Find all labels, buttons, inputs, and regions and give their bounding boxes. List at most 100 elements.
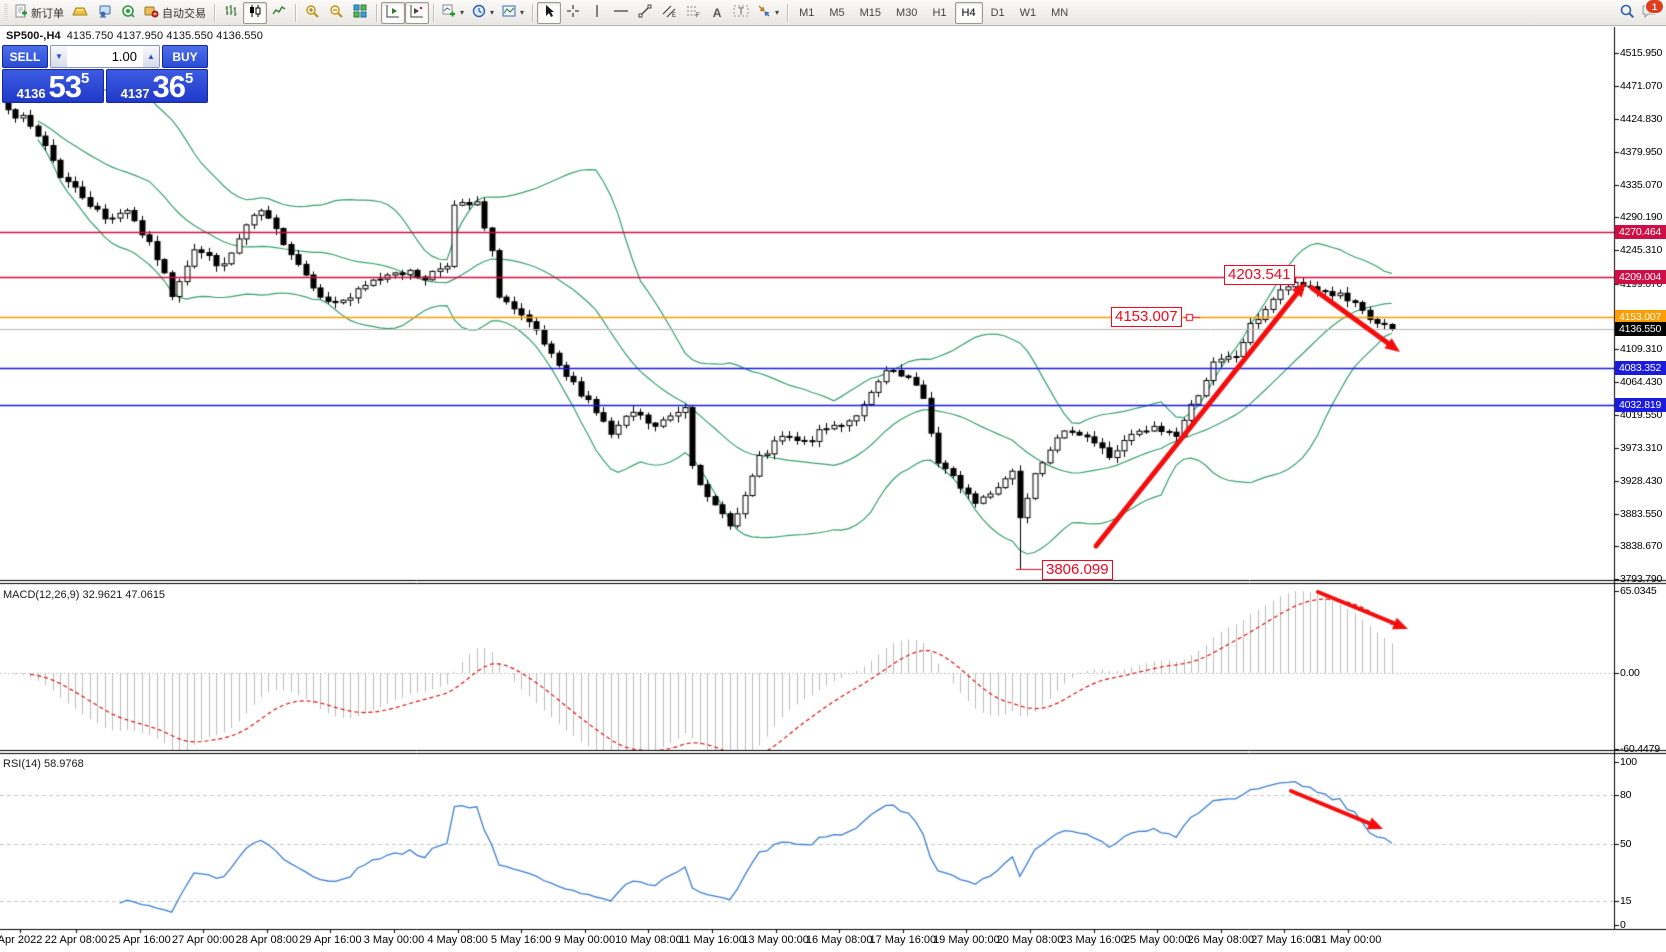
chevron-down-icon: ▾: [775, 8, 780, 17]
arrows-tool-button[interactable]: ▾: [753, 2, 783, 24]
bar-chart-mode-button[interactable]: [219, 2, 243, 24]
gold-ingot-icon: [72, 4, 88, 21]
buy-button[interactable]: BUY: [162, 45, 208, 68]
rsi-tick-label: 15: [1620, 894, 1632, 907]
volume-increase-button[interactable]: ▲: [143, 46, 159, 67]
timeframe-button-m5[interactable]: M5: [829, 6, 845, 19]
sell-button[interactable]: SELL: [2, 45, 48, 68]
broadcast-button[interactable]: [116, 2, 140, 24]
auto-scroll-button[interactable]: [381, 1, 405, 24]
candlestick-mode-button[interactable]: [243, 1, 267, 24]
horizontal-line-tool-button[interactable]: [609, 2, 633, 24]
text-icon: A: [712, 5, 722, 20]
time-axis-label: 22 Apr 08:00: [44, 934, 108, 946]
client-terminal-button[interactable]: [92, 2, 116, 24]
price-tick-label: 4471.070: [1620, 79, 1663, 92]
trendline-tool-button[interactable]: [633, 2, 657, 24]
time-axis-label: 27 Apr 00:00: [171, 934, 235, 946]
gold-symbol-button[interactable]: [68, 2, 92, 24]
horizontal-line-icon: [613, 4, 629, 21]
price-tick-label: 4379.950: [1620, 146, 1663, 159]
price-annotation-flag[interactable]: 4153.007: [1111, 307, 1182, 327]
price-level-badge: 4032.819: [1615, 397, 1666, 412]
zoom-out-button[interactable]: [324, 2, 348, 24]
cursor-tool-button[interactable]: [537, 1, 562, 24]
volume-control: ▼ ▲: [50, 45, 160, 68]
timeframe-group: M1 M5 M15 M30 H1 H4 D1 W1 MN: [792, 1, 1075, 24]
fibonacci-tool-button[interactable]: F: [681, 2, 705, 24]
price-tick-label: 3838.670: [1620, 540, 1663, 553]
macd-tick-label: 65.0345: [1620, 585, 1657, 597]
chevron-down-icon: ▾: [460, 8, 465, 17]
add-indicator-button[interactable]: ▾: [438, 2, 468, 24]
time-axis-label: 19 May 00:00: [933, 934, 1000, 946]
toolbar-grip[interactable]: [4, 3, 8, 22]
auto-trading-button[interactable]: 自动交易: [140, 2, 210, 24]
clock-icon: [472, 4, 486, 21]
time-axis-label: 3 May 00:00: [363, 934, 425, 946]
volume-decrease-button[interactable]: ▼: [51, 46, 67, 67]
line-chart-mode-button[interactable]: [267, 2, 291, 24]
time-axis-label: Apr 2022: [0, 934, 43, 946]
crosshair-tool-button[interactable]: [561, 2, 585, 24]
auto-trading-label: 自动交易: [162, 7, 206, 20]
time-axis-label: 13 May 00:00: [742, 934, 809, 946]
timeframe-button-m15[interactable]: M15: [859, 6, 882, 19]
timeframe-button-h4[interactable]: H4: [954, 1, 983, 24]
buy-price-display[interactable]: 4137 36 5: [106, 69, 208, 103]
timeframe-button-m30[interactable]: M30: [896, 6, 918, 19]
sell-price-fraction: 5: [81, 70, 90, 87]
toolbar-right-group: 1: [1619, 0, 1664, 22]
time-axis-label: 23 May 16:00: [1060, 934, 1127, 946]
chart-ohlc-header: SP500-,H4 4135.750 4137.950 4135.550 4136…: [6, 30, 263, 42]
time-axis-label: 28 Apr 08:00: [235, 934, 298, 946]
time-axis-label: 27 May 16:00: [1251, 934, 1318, 946]
timeframe-button-w1[interactable]: W1: [1019, 6, 1037, 19]
crosshair-icon: [566, 4, 580, 21]
price-tick-label: 3973.310: [1620, 442, 1663, 455]
auto-trading-icon: [144, 4, 159, 21]
chat-button[interactable]: 1: [1641, 0, 1664, 22]
timeframe-button-h1[interactable]: H1: [932, 6, 947, 19]
volume-input[interactable]: [67, 46, 143, 67]
add-indicator-icon: [442, 4, 456, 21]
zoom-in-button[interactable]: [300, 2, 324, 24]
vertical-line-tool-button[interactable]: [585, 2, 609, 24]
time-axis-label: 17 May 16:00: [869, 934, 937, 946]
time-axis-label: 31 May 00:00: [1314, 934, 1382, 946]
price-tick-label: 4290.190: [1620, 211, 1663, 224]
rsi-indicator-label: RSI(14) 58.9768: [3, 758, 84, 770]
time-axis-label: 11 May 16:00: [679, 934, 745, 946]
text-label-tool-button[interactable]: T: [729, 2, 753, 24]
period-button[interactable]: ▾: [468, 2, 498, 24]
headset-icon: [121, 4, 135, 21]
notification-badge: 1: [1645, 0, 1664, 14]
bar-chart-icon: [224, 4, 238, 21]
search-icon[interactable]: [1619, 3, 1635, 22]
person-monitor-icon: [97, 4, 112, 21]
timeframe-button-d1[interactable]: D1: [990, 6, 1005, 19]
buy-price-fraction: 5: [185, 70, 194, 87]
text-tool-button[interactable]: A: [705, 2, 729, 24]
sell-price-display[interactable]: 4136 53 5: [2, 69, 104, 103]
timeframe-button-mn[interactable]: MN: [1051, 6, 1069, 19]
price-tick-label: 4424.830: [1620, 113, 1663, 126]
text-label-icon: T: [733, 4, 749, 21]
template-button[interactable]: ▾: [498, 2, 528, 24]
timeframe-button-m1[interactable]: M1: [799, 6, 815, 19]
toolbar-separator: [787, 3, 789, 22]
equidistant-channel-tool-button[interactable]: E: [657, 2, 681, 24]
symbol-timeframe-label: SP500-,H4: [6, 30, 61, 42]
chart-shift-button[interactable]: [405, 1, 429, 24]
tile-windows-button[interactable]: [348, 2, 372, 24]
tile-windows-icon: [353, 4, 367, 21]
price-annotation-flag[interactable]: 3806.099: [1042, 560, 1113, 580]
arrow-objects-icon: [757, 4, 771, 21]
macd-indicator-label: MACD(12,26,9) 32.9621 47.0615: [3, 589, 166, 601]
chart-shift-icon: [410, 4, 424, 21]
new-order-button[interactable]: 新订单: [10, 2, 68, 24]
price-annotation-flag[interactable]: 4203.541: [1224, 265, 1295, 285]
time-axis-label: 5 May 16:00: [490, 934, 552, 946]
time-axis-label: 26 May 08:00: [1187, 934, 1255, 946]
